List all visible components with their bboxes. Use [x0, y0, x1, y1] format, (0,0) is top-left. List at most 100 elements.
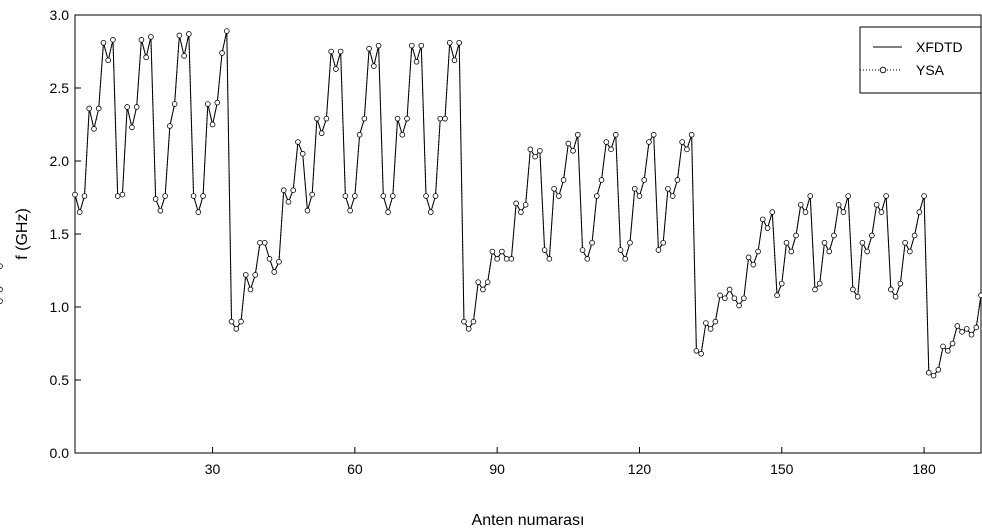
data-point-ysa: [679, 139, 685, 145]
data-point-ysa: [247, 286, 254, 293]
data-point-ysa: [72, 191, 78, 198]
data-point-ysa: [660, 239, 666, 246]
data-point-ysa: [736, 302, 742, 309]
data-point-ysa: [888, 286, 894, 293]
data-point-ysa: [399, 131, 406, 138]
data-point-ysa: [342, 193, 349, 199]
data-point-ysa: [745, 254, 752, 261]
data-point-ysa: [508, 256, 515, 262]
data-point-ysa: [873, 202, 880, 208]
data-point-ysa: [105, 57, 111, 64]
data-point-ysa: [589, 239, 595, 246]
data-point-ysa: [674, 177, 681, 183]
data-point-ysa: [556, 193, 562, 199]
data-point-ysa: [575, 131, 581, 138]
data-point-ysa: [432, 193, 439, 199]
data-point-ysa: [480, 286, 486, 293]
data-point-ysa: [276, 258, 282, 265]
data-point-ysa: [470, 318, 477, 325]
data-point-ysa: [138, 37, 145, 43]
data-point-ysa: [494, 256, 500, 262]
data-point-ysa: [921, 193, 927, 199]
data-point-ysa: [907, 248, 913, 255]
data-point-ysa: [91, 126, 97, 132]
data-point-ysa: [750, 261, 757, 268]
data-point-ysa: [95, 105, 102, 112]
data-point-ysa: [81, 193, 88, 199]
y-tick-label: 3.0: [50, 7, 70, 23]
x-tick-label: 90: [489, 461, 505, 477]
data-point-ysa: [641, 177, 648, 183]
data-point-ysa: [347, 207, 353, 214]
data-point-ysa: [973, 324, 980, 331]
data-point-ysa: [935, 366, 942, 373]
data-point-ysa: [532, 153, 538, 160]
data-point-ysa: [228, 318, 235, 325]
data-point-ysa: [337, 48, 344, 55]
data-point-ysa: [793, 232, 799, 239]
data-point-ysa: [712, 318, 719, 325]
data-point-ysa: [669, 193, 676, 199]
data-point-ysa: [835, 202, 842, 208]
data-point-ysa: [375, 42, 382, 49]
data-point-ysa: [437, 115, 444, 122]
data-point-ysa: [181, 53, 187, 59]
data-point-ysa: [309, 191, 315, 198]
data-point-ysa: [290, 187, 297, 194]
x-axis: 30 60 90 120 150 180: [205, 447, 936, 477]
data-point-ysa: [570, 147, 576, 154]
data-point-ysa: [261, 239, 268, 246]
data-point-ysa: [826, 248, 833, 255]
legend-label-ysa: YSA: [916, 62, 945, 78]
data-point-ysa: [717, 292, 723, 299]
data-point-ysa: [86, 105, 93, 112]
data-point-ysa: [394, 115, 401, 122]
data-point-ysa: [266, 256, 273, 262]
data-point-ysa: [295, 139, 301, 145]
data-point-ysa: [252, 272, 259, 278]
data-point-ysa: [333, 66, 339, 72]
data-point-ysa: [200, 193, 206, 199]
y-tick-label: 1.0: [50, 299, 70, 315]
data-point-ysa: [219, 50, 225, 56]
data-point-ysa: [926, 369, 932, 376]
data-point-ysa: [698, 350, 704, 357]
data-point-ysa: [707, 326, 714, 332]
data-point-ysa: [859, 239, 866, 246]
y-axis-title: f (GHz): [14, 208, 31, 260]
data-point-ysa: [323, 115, 330, 122]
data-point-ysa: [546, 256, 553, 262]
data-point-ysa: [148, 34, 154, 40]
data-point-ysa: [565, 140, 572, 147]
data-point-ysa: [129, 124, 135, 131]
data-point-ysa: [152, 196, 159, 202]
legend-marker-ysa: [879, 66, 887, 74]
data-point-ysa: [551, 185, 557, 192]
data-point-ysa: [456, 39, 463, 46]
data-point-ysa: [503, 256, 510, 262]
data-point-ysa: [821, 239, 828, 246]
data-point-ysa: [878, 209, 885, 215]
data-point-ysa: [186, 31, 192, 37]
data-point-ysa: [703, 320, 709, 326]
data-point-ysa: [171, 101, 178, 107]
y-tick-label: 0.5: [50, 372, 70, 388]
x-tick-label: 150: [770, 461, 794, 477]
data-point-ysa: [631, 185, 638, 192]
data-point-ysa: [944, 347, 951, 354]
data-point-ysa: [271, 269, 278, 275]
data-point-ysa: [214, 99, 221, 106]
data-point-ysa: [143, 54, 149, 61]
data-point-ysa: [665, 185, 671, 192]
data-point-ysa: [688, 131, 695, 138]
data-point-ysa: [209, 121, 216, 128]
data-point-ysa: [646, 139, 652, 145]
data-point-ysa: [911, 232, 918, 239]
data-point-ysa: [446, 39, 453, 46]
data-point-ysa: [371, 63, 377, 69]
data-point-ysa: [755, 248, 761, 255]
data-point-ysa: [783, 239, 790, 246]
data-point-ysa: [864, 248, 870, 255]
data-point-ysa: [655, 247, 662, 253]
